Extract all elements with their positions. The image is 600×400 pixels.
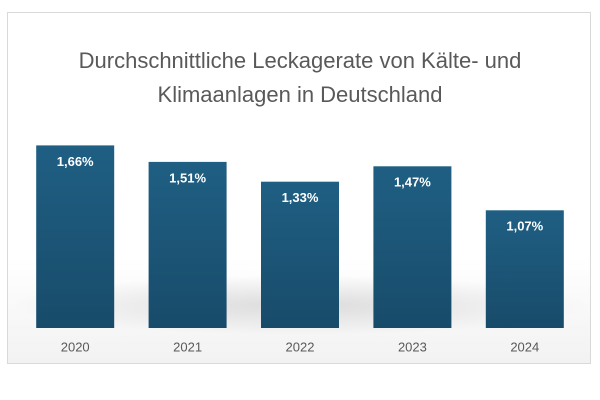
bar	[148, 161, 227, 328]
chart-title: Durchschnittliche Leckagerate von Kälte-…	[78, 48, 522, 107]
value-label: 1,47%	[394, 175, 431, 190]
x-tick-label: 2022	[286, 339, 315, 354]
x-tick-label: 2024	[510, 339, 539, 354]
value-label: 1,33%	[282, 190, 319, 205]
x-tick-label: 2023	[398, 339, 427, 354]
bar	[373, 166, 452, 328]
bar	[485, 210, 564, 328]
x-tick-label: 2020	[61, 339, 90, 354]
bar	[36, 145, 115, 328]
value-label: 1,07%	[506, 219, 543, 234]
x-tick-label: 2021	[173, 339, 202, 354]
bar	[261, 181, 339, 328]
value-label: 1,66%	[57, 154, 94, 169]
value-label: 1,51%	[169, 170, 206, 185]
